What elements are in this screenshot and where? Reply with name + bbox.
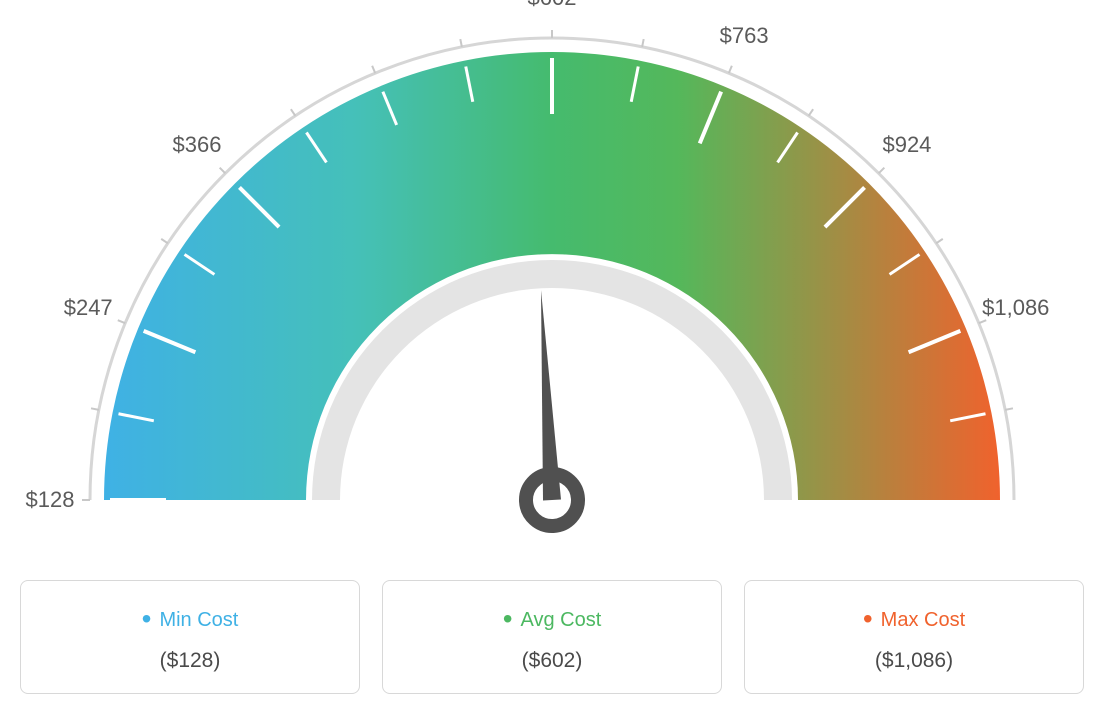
gauge-tick-label: $602 — [528, 0, 577, 11]
legend-max-label: Max Cost — [755, 603, 1073, 635]
legend-min-value: ($128) — [31, 649, 349, 673]
gauge-needle — [515, 289, 579, 527]
gauge-tick-label: $128 — [26, 487, 75, 513]
legend-card-avg: Avg Cost ($602) — [382, 580, 722, 694]
legend-max-value: ($1,086) — [755, 649, 1073, 673]
cost-gauge: $128$247$366$602$763$924$1,086 — [20, 20, 1084, 560]
legend-min-label: Min Cost — [31, 603, 349, 635]
legend-card-min: Min Cost ($128) — [20, 580, 360, 694]
gauge-tick-label: $1,086 — [982, 295, 1049, 321]
legend-avg-value: ($602) — [393, 649, 711, 673]
legend-card-max: Max Cost ($1,086) — [744, 580, 1084, 694]
gauge-tick-label: $924 — [882, 132, 931, 158]
gauge-tick-label: $247 — [64, 295, 113, 321]
legend: Min Cost ($128) Avg Cost ($602) Max Cost… — [20, 580, 1084, 694]
gauge-svg — [20, 20, 1084, 560]
gauge-tick-label: $366 — [173, 132, 222, 158]
legend-avg-label: Avg Cost — [393, 603, 711, 635]
gauge-tick-label: $763 — [720, 23, 769, 49]
